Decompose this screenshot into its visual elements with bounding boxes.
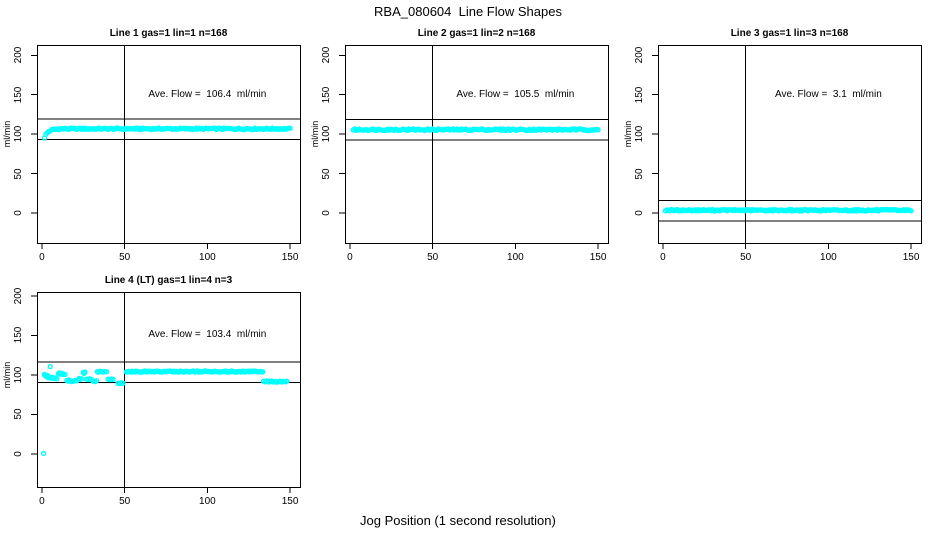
x-tick-label: 150	[902, 252, 920, 263]
y-tick-label: 50	[13, 408, 24, 420]
x-tick-label: 100	[820, 252, 837, 263]
subplot-4	[31, 292, 301, 493]
y-tick-label: 50	[321, 168, 332, 180]
y-tick-label: 0	[321, 210, 332, 216]
y-axis-label: ml/min	[2, 361, 12, 389]
data-point	[110, 376, 116, 383]
data-point	[93, 378, 100, 384]
x-tick-label: 100	[199, 252, 216, 263]
y-tick-label: 150	[13, 86, 24, 104]
x-tick-label: 0	[347, 252, 353, 263]
y-tick-label: 200	[13, 46, 24, 64]
x-tick-label: 100	[507, 252, 524, 263]
x-tick-label: 50	[427, 252, 439, 263]
subplot-title: Line 2 gas=1 lin=2 n=168	[417, 28, 536, 39]
data-point	[103, 369, 110, 375]
x-tick-label: 100	[199, 496, 216, 507]
ave-flow-annotation: Ave. Flow = 103.4 ml/min	[148, 329, 267, 341]
data-point	[287, 125, 293, 131]
plot-box	[37, 292, 301, 488]
data-points	[40, 363, 290, 457]
x-tick-label: 0	[39, 496, 45, 507]
subplot-3	[652, 45, 922, 249]
data-point	[120, 380, 126, 386]
y-tick-label: 150	[13, 327, 24, 344]
data-points	[350, 126, 601, 134]
ave-flow-annotation: Ave. Flow = 106.4 ml/min	[148, 88, 267, 100]
y-tick-label: 100	[13, 125, 24, 143]
x-tick-label: 0	[660, 252, 666, 263]
x-tick-label: 0	[39, 252, 45, 263]
subplot-1	[31, 45, 301, 249]
data-point	[595, 126, 601, 133]
y-axis-label: ml/min	[2, 120, 12, 148]
data-point	[82, 369, 88, 375]
figure-xlabel: Jog Position (1 second resolution)	[360, 513, 556, 528]
data-point	[47, 363, 53, 370]
y-tick-label: 0	[13, 451, 24, 457]
ave-flow-annotation: Ave. Flow = 3.1 ml/min	[774, 88, 882, 100]
plot-box	[37, 45, 301, 244]
y-tick-label: 200	[13, 287, 24, 305]
subplot-title: Line 3 gas=1 lin=3 n=168	[730, 28, 849, 39]
subplot-title: Line 4 (LT) gas=1 lin=4 n=3	[104, 275, 233, 286]
x-tick-label: 150	[281, 496, 299, 507]
y-tick-label: 50	[634, 168, 645, 180]
y-tick-label: 150	[321, 86, 332, 104]
figure-title: RBA_080604 Line Flow Shapes	[374, 4, 562, 19]
data-point	[908, 208, 914, 214]
y-tick-label: 200	[634, 46, 645, 64]
y-tick-label: 0	[634, 210, 645, 216]
data-point	[78, 376, 85, 382]
data-point	[40, 450, 47, 457]
data-point	[54, 376, 60, 382]
ave-flow-annotation: Ave. Flow = 105.5 ml/min	[456, 88, 575, 100]
data-points	[662, 206, 914, 214]
y-tick-label: 0	[13, 210, 24, 216]
y-tick-label: 100	[13, 366, 24, 384]
y-tick-label: 100	[321, 125, 332, 143]
y-tick-label: 50	[13, 168, 24, 180]
x-tick-label: 50	[119, 252, 131, 263]
plot-box	[658, 45, 922, 244]
y-tick-label: 200	[321, 46, 332, 64]
subplot-title: Line 1 gas=1 lin=1 n=168	[109, 28, 228, 39]
data-point	[284, 378, 290, 384]
y-tick-label: 100	[634, 125, 645, 143]
x-tick-label: 150	[589, 252, 607, 263]
subplot-2	[339, 45, 609, 249]
y-tick-label: 150	[634, 86, 645, 104]
data-point	[62, 371, 68, 378]
y-axis-label: ml/min	[310, 120, 320, 148]
y-axis-label: ml/min	[623, 120, 633, 148]
data-point	[260, 369, 266, 375]
x-tick-label: 50	[740, 252, 752, 263]
x-tick-label: 50	[119, 496, 131, 507]
data-points	[41, 125, 293, 141]
plot-box	[345, 45, 609, 244]
x-tick-label: 150	[281, 252, 299, 263]
